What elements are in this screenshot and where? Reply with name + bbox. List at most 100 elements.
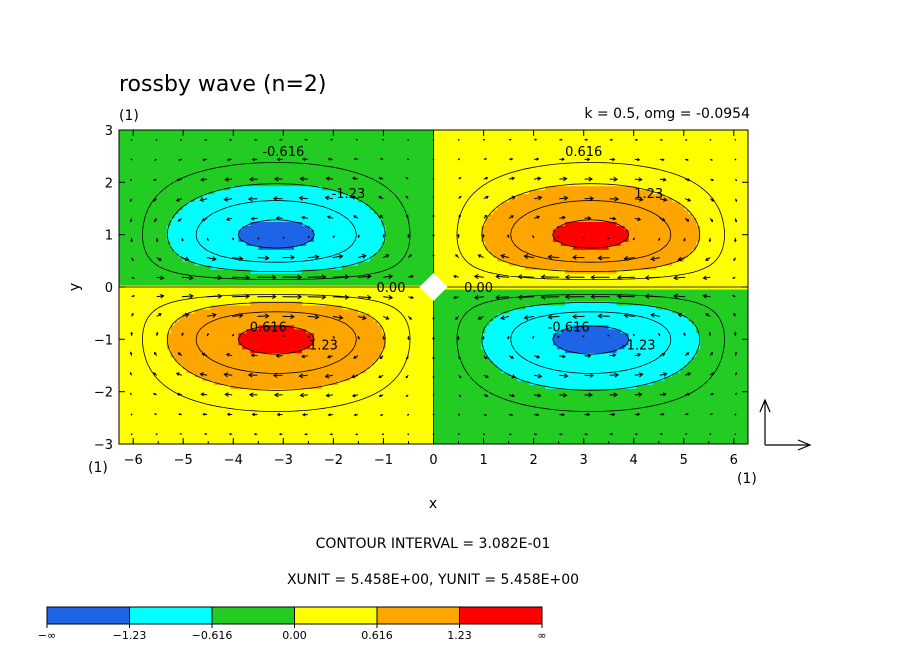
contour-fill-cell [190, 145, 196, 151]
contour-fill-cell [214, 344, 220, 350]
contour-fill-cell [194, 133, 200, 139]
contour-fill-cell [146, 376, 152, 381]
contour-fill-cell [170, 344, 176, 350]
contour-fill-cell [337, 436, 343, 441]
contour-fill-cell [130, 193, 136, 199]
contour-fill-cell [310, 257, 315, 262]
contour-fill-cell [162, 288, 168, 294]
contour-fill-cell [222, 300, 228, 306]
contour-fill-cell [234, 404, 240, 409]
contour-fill-cell [322, 352, 327, 358]
contour-fill-cell [158, 304, 164, 310]
contour-fill-cell [234, 340, 240, 346]
contour-fill-cell [138, 372, 144, 378]
contour-fill-cell [322, 277, 327, 282]
contour-fill-cell [174, 376, 180, 381]
contour-fill-cell [310, 237, 315, 242]
contour-fill-cell [154, 428, 160, 433]
contour-fill-cell [282, 424, 287, 429]
contour-fill-cell [190, 257, 196, 262]
contour-fill-cell [142, 233, 148, 238]
contour-fill-cell [353, 356, 359, 362]
contour-fill-cell [138, 320, 144, 326]
contour-fill-cell [126, 368, 132, 374]
contour-fill-cell [310, 145, 315, 151]
contour-fill-cell [150, 316, 156, 322]
contour-fill-cell [326, 376, 331, 381]
contour-fill-cell [294, 396, 299, 401]
contour-fill-cell [126, 436, 132, 441]
contour-fill-cell [294, 233, 299, 238]
contour-fill-cell [174, 189, 180, 195]
contour-fill-cell [210, 432, 216, 437]
contour-fill-cell [329, 380, 335, 385]
contour-fill-cell [222, 288, 228, 294]
contour-fill-cell [182, 281, 188, 286]
contour-fill-cell [345, 440, 351, 444]
contour-fill-cell [119, 253, 124, 258]
contour-fill-cell [130, 233, 136, 238]
contour-fill-cell [286, 141, 291, 147]
contour-fill-cell [353, 372, 359, 378]
contour-fill-cell [310, 177, 315, 183]
contour-fill-cell [222, 384, 228, 389]
contour-fill-cell [242, 316, 247, 322]
contour-fill-cell [337, 185, 343, 191]
contour-fill-cell [122, 304, 128, 310]
contour-fill-cell [170, 261, 176, 266]
contour-fill-cell [349, 440, 355, 444]
contour-fill-cell [326, 336, 331, 342]
contour-fill-cell [202, 225, 208, 230]
contour-fill-cell [130, 213, 136, 219]
contour-fill-cell [306, 169, 311, 175]
contour-fill-cell [178, 209, 184, 215]
contour-fill-cell [262, 193, 267, 199]
contour-fill-cell [138, 229, 144, 234]
contour-fill-cell [318, 436, 323, 441]
contour-fill-cell [270, 221, 275, 226]
contour-fill-cell [369, 380, 375, 385]
contour-fill-cell [119, 292, 124, 298]
contour-fill-cell [122, 388, 128, 393]
contour-fill-cell [222, 340, 228, 346]
contour-fill-cell [333, 304, 339, 310]
contour-fill-cell [306, 372, 311, 378]
contour-fill-cell [119, 157, 124, 163]
contour-fill-cell [198, 277, 204, 282]
contour-fill-cell [222, 233, 228, 238]
contour-fill-cell [302, 233, 307, 238]
contour-fill-cell [206, 205, 212, 211]
contour-fill-cell [190, 424, 196, 429]
contour-fill-cell [274, 161, 279, 167]
contour-fill-cell [146, 153, 152, 159]
contour-fill-cell [306, 380, 311, 385]
contour-fill-cell [146, 201, 152, 207]
contour-fill-cell [230, 296, 236, 302]
contour-fill-cell [162, 197, 168, 203]
contour-fill-cell [238, 416, 244, 421]
contour-fill-cell [306, 400, 311, 405]
contour-fill-cell [134, 376, 140, 381]
contour-fill-cell [186, 292, 192, 298]
contour-fill-cell [314, 344, 319, 350]
contour-fill-cell [270, 432, 275, 437]
contour-fill-cell [345, 288, 351, 294]
contour-fill-cell [365, 388, 371, 393]
contour-fill-cell [142, 173, 148, 179]
contour-fill-cell [258, 436, 263, 441]
contour-fill-cell [186, 392, 192, 397]
contour-fill-cell [365, 177, 371, 183]
contour-fill-cell [150, 149, 156, 155]
contour-fill-cell [302, 173, 307, 179]
contour-fill-cell [190, 149, 196, 155]
contour-fill-cell [349, 213, 355, 219]
contour-fill-cell [119, 149, 124, 155]
contour-fill-cell [150, 400, 156, 405]
contour-fill-cell [274, 189, 279, 195]
contour-fill-cell [318, 193, 323, 199]
contour-fill-cell [146, 340, 152, 346]
contour-fill-cell [130, 300, 136, 306]
contour-fill-cell [234, 161, 240, 167]
contour-fill-cell [298, 316, 303, 322]
contour-fill-cell [174, 296, 180, 302]
